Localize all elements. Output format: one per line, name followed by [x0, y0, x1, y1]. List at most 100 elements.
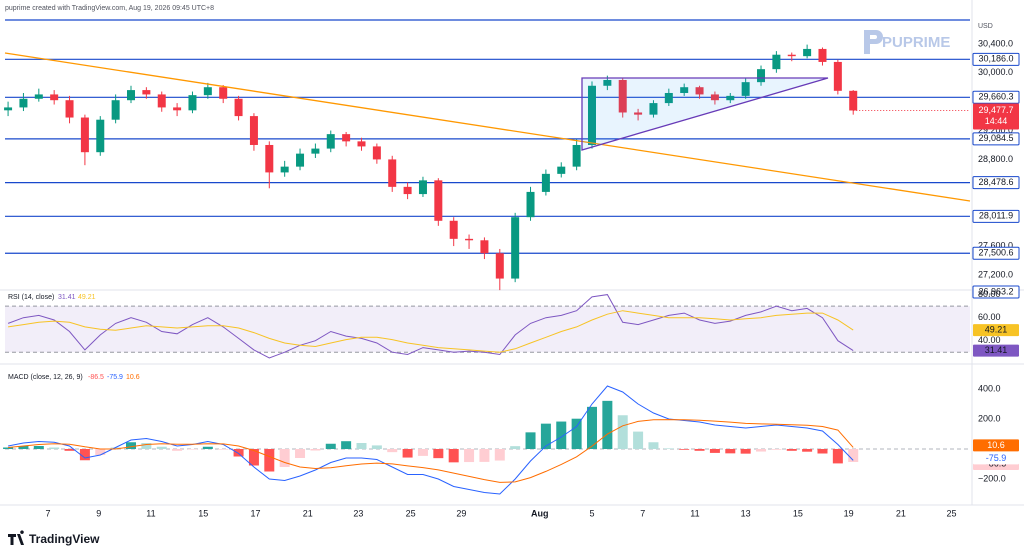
candle-body [680, 87, 689, 93]
histogram-bar [264, 449, 275, 472]
x-tick-label: 25 [947, 508, 957, 518]
candle-body [280, 166, 289, 173]
level-label: 26,963.2 [978, 286, 1013, 296]
y-tick-label: −200.0 [978, 473, 1006, 483]
candle-body [541, 173, 550, 192]
candle-body [603, 79, 612, 86]
candle-body [695, 87, 704, 95]
x-tick-label: 25 [406, 508, 416, 518]
indicator-line [8, 310, 854, 353]
histogram-bar [218, 449, 229, 450]
histogram-bar [18, 446, 29, 449]
x-tick-label: 9 [96, 508, 101, 518]
candle-body [572, 144, 581, 167]
histogram-bar [433, 449, 444, 459]
candle-body [19, 98, 28, 108]
candle-body [480, 240, 489, 254]
histogram-bar [617, 415, 628, 449]
scale-value: -75.9 [986, 453, 1007, 463]
candle-body [787, 54, 796, 57]
candle-body [849, 90, 858, 111]
candle-body [219, 87, 228, 99]
histogram-bar [156, 446, 167, 449]
candle-body [311, 148, 320, 154]
histogram-bar [725, 449, 736, 454]
histogram-bar [79, 449, 90, 461]
countdown: 14:44 [985, 116, 1008, 126]
candle-body [342, 134, 351, 142]
x-tick-label: 7 [46, 508, 51, 518]
candle-body [772, 54, 781, 70]
y-tick-label: 29,200.0 [978, 125, 1013, 135]
histogram-bar [602, 400, 613, 449]
histogram-bar [402, 449, 413, 458]
indicator-line [8, 419, 854, 483]
candle-body [296, 153, 305, 167]
legend-value: 31.41 [58, 294, 76, 301]
x-tick-label: 5 [589, 508, 594, 518]
level-label-box [972, 285, 1020, 299]
scale-value-box [973, 344, 1019, 357]
y-tick-label: 27,200.0 [978, 269, 1013, 279]
candle-body [710, 94, 719, 101]
level-label-box [972, 132, 1020, 146]
y-tick-label: 60.00 [978, 312, 1001, 322]
candle-body [495, 253, 504, 279]
x-tick-label: 29 [456, 508, 466, 518]
scale-value-box [973, 324, 1019, 337]
candle-body [80, 117, 89, 153]
x-tick-label: 11 [146, 508, 155, 518]
last-price-box [973, 103, 1019, 130]
candle-body [234, 98, 243, 117]
candle-body [265, 144, 274, 173]
histogram-bar [817, 449, 828, 454]
level-label: 28,011.9 [979, 211, 1013, 221]
candle-body [741, 82, 750, 96]
histogram-bar [571, 418, 582, 449]
candle-body [127, 90, 136, 101]
histogram-bar [525, 432, 536, 449]
histogram-bar [310, 449, 321, 451]
histogram-bar [233, 449, 244, 457]
candle-body [4, 107, 13, 111]
histogram-bar [740, 449, 751, 454]
level-label: 27,500.6 [978, 248, 1013, 258]
candle-body [587, 85, 596, 145]
candle-body [449, 220, 458, 239]
x-tick-label: 17 [250, 508, 260, 518]
histogram-bar [494, 449, 505, 461]
x-tick-label: 11 [690, 508, 699, 518]
histogram-bar [448, 449, 459, 463]
histogram-bar [663, 448, 674, 449]
level-label: 29,660.3 [978, 92, 1013, 102]
header: puprime created with TradingView.com, Au… [5, 5, 214, 12]
candle-body [403, 186, 412, 195]
candle-body [142, 90, 151, 95]
footer-mark [8, 530, 24, 545]
y-tick-label: 80.00 [978, 289, 1001, 299]
legend-value: -86.5 [88, 374, 104, 381]
rsi-band [5, 306, 970, 353]
candle-body [249, 116, 258, 145]
triangle-drawing [581, 77, 829, 151]
candle-body [803, 48, 812, 57]
histogram-bar [648, 442, 659, 449]
candle-body [111, 100, 120, 120]
candle-body [188, 95, 197, 111]
candle-body [465, 238, 474, 241]
candle-body [157, 94, 166, 108]
x-tick-label: 15 [793, 508, 803, 518]
candle-body [818, 48, 827, 62]
x-tick-label: 7 [640, 508, 645, 518]
candle-body [418, 180, 427, 195]
histogram-bar [141, 443, 152, 449]
histogram-bar [633, 431, 644, 449]
histogram-bar [387, 449, 398, 453]
scale-value: 49.21 [985, 324, 1008, 334]
candle-body [557, 166, 566, 174]
trend-line [4, 52, 971, 202]
histogram-bar [64, 449, 75, 451]
x-tick-label: Aug [531, 508, 549, 518]
candle-body [326, 134, 335, 149]
